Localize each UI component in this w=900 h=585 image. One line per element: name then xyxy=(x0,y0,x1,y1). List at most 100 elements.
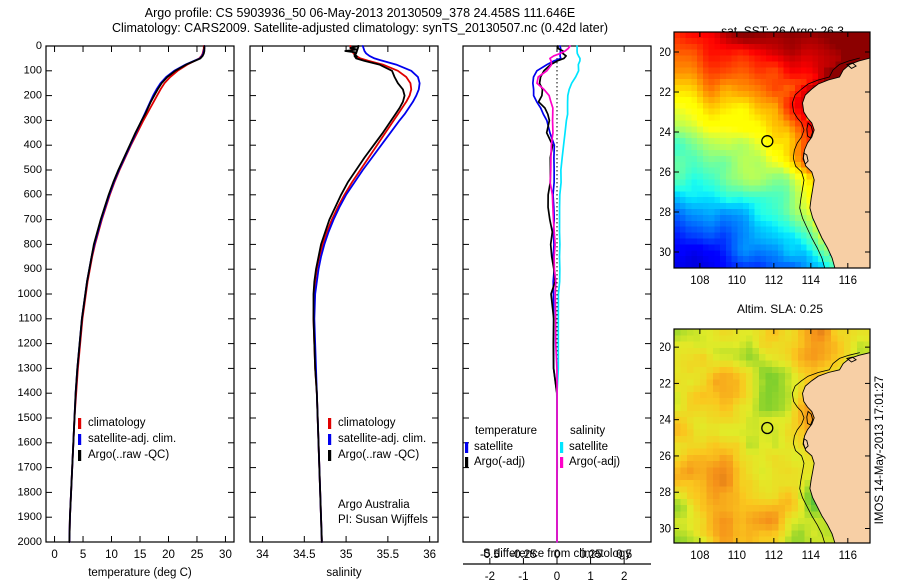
svg-text:salinity: salinity xyxy=(570,425,605,437)
svg-text:1100: 1100 xyxy=(18,313,42,325)
svg-text:116: 116 xyxy=(839,550,857,562)
profile-location-marker-sla xyxy=(761,421,774,435)
svg-text:1: 1 xyxy=(587,571,593,580)
svg-text:1400: 1400 xyxy=(18,387,42,399)
panel-difference: -0.5 -0.25 0 0.25 0.5 -2 -1 0 1 2 temperature sali… xyxy=(455,36,670,583)
svg-text:satellite-adj. clim.: satellite-adj. clim. xyxy=(88,433,176,445)
svg-text:0: 0 xyxy=(51,549,57,561)
svg-text:100: 100 xyxy=(24,65,42,77)
svg-text:900: 900 xyxy=(24,263,42,275)
temperature-legend: climatology satellite-adj. clim. Argo(..ra… xyxy=(78,417,176,461)
svg-text:36: 36 xyxy=(423,549,436,561)
svg-text:1000: 1000 xyxy=(18,288,42,300)
svg-text:0.25: 0.25 xyxy=(579,549,601,561)
svg-text:116: 116 xyxy=(839,275,857,287)
sla-map-frame xyxy=(673,328,871,544)
svg-text:0: 0 xyxy=(554,571,560,580)
svg-text:-20: -20 xyxy=(660,47,671,59)
credit-line-1: Argo Australia xyxy=(338,499,410,511)
svg-text:400: 400 xyxy=(24,139,42,151)
svg-text:0.5: 0.5 xyxy=(616,549,632,561)
difference-curves xyxy=(532,45,581,543)
svg-text:Argo(-adj): Argo(-adj) xyxy=(474,456,525,468)
s-difference-axis-label: S difference from climatology xyxy=(483,548,631,560)
svg-text:5: 5 xyxy=(80,549,86,561)
svg-text:1900: 1900 xyxy=(18,511,42,523)
salinity-axis-ticks: 34 34.5 35 35.5 36 xyxy=(250,45,438,561)
profile-location-marker xyxy=(761,135,774,148)
map-sst: 108 110 112 114 116 -20 -22 -24 -26 -28 -30 xyxy=(654,28,900,298)
temperature-axis-ticks: 0 5 10 15 20 25 30 xyxy=(51,46,232,561)
svg-text:-2: -2 xyxy=(485,571,495,580)
credit-line-2: PI: Susan Wijffels xyxy=(338,514,428,526)
difference-legend: temperature salinity satellite Argo(-adj) sa… xyxy=(465,425,620,468)
svg-text:112: 112 xyxy=(765,275,783,287)
temperature-plot-frame xyxy=(45,45,235,543)
svg-text:20: 20 xyxy=(162,549,175,561)
imos-timestamp: IMOS 14-May-2013 17:01:27 xyxy=(874,376,886,525)
salinity-svg: 34 34.5 35 35.5 36 climatology satellite-adj.… xyxy=(249,45,439,579)
svg-text:-1: -1 xyxy=(518,571,528,580)
salinity-legend: climatology satellite-adj. clim. Argo(..ra… xyxy=(328,417,426,461)
title-line-1: Argo profile: CS 5903936_50 06-May-2013 … xyxy=(144,6,576,20)
svg-text:0: 0 xyxy=(554,549,560,561)
svg-text:1800: 1800 xyxy=(18,486,42,498)
svg-text:1200: 1200 xyxy=(18,338,42,350)
svg-text:15: 15 xyxy=(134,549,147,561)
map-sla: 108 110 112 114 116 -20 -22 -24 -26 -28 -30 xyxy=(654,325,900,580)
salinity-curves xyxy=(312,45,421,543)
plot-title: Argo profile: CS 5903936_50 06-May-2013 … xyxy=(50,6,670,36)
svg-text:-0.5: -0.5 xyxy=(480,549,500,561)
svg-text:200: 200 xyxy=(24,90,42,102)
svg-text:-24: -24 xyxy=(660,415,672,427)
svg-text:-26: -26 xyxy=(660,167,671,179)
svg-text:climatology: climatology xyxy=(338,417,396,429)
svg-text:1600: 1600 xyxy=(18,437,42,449)
svg-text:112: 112 xyxy=(765,550,783,562)
svg-text:2: 2 xyxy=(621,571,627,580)
svg-text:-22: -22 xyxy=(660,87,671,99)
svg-text:1300: 1300 xyxy=(18,362,42,374)
temperature-curves xyxy=(68,45,206,543)
svg-text:satellite: satellite xyxy=(569,441,608,453)
sla-header-line-1: Altim. SLA: 0.25 xyxy=(736,302,824,316)
svg-text:-28: -28 xyxy=(660,487,671,499)
svg-text:1700: 1700 xyxy=(18,462,42,474)
svg-text:800: 800 xyxy=(24,238,42,250)
svg-text:1500: 1500 xyxy=(18,412,42,424)
temperature-svg: 0100200300400500600700800900100011001200… xyxy=(18,40,235,579)
svg-text:0: 0 xyxy=(36,40,42,52)
svg-text:-0.25: -0.25 xyxy=(510,549,536,561)
svg-text:-24: -24 xyxy=(660,127,672,139)
svg-text:500: 500 xyxy=(24,164,42,176)
panel-salinity: 34 34.5 35 35.5 36 climatology satellite-adj.… xyxy=(240,36,455,580)
svg-text:2000: 2000 xyxy=(18,536,42,548)
svg-text:700: 700 xyxy=(24,214,42,226)
svg-text:climatology: climatology xyxy=(88,417,146,429)
svg-text:-30: -30 xyxy=(660,523,671,535)
svg-text:600: 600 xyxy=(24,189,42,201)
svg-text:35: 35 xyxy=(340,549,353,561)
salinity-axis-label: salinity xyxy=(326,567,361,579)
svg-text:110: 110 xyxy=(728,550,746,562)
salinity-plot-frame xyxy=(249,45,439,543)
svg-text:Argo(..raw -QC): Argo(..raw -QC) xyxy=(88,449,169,461)
sla-map-svg: 108 110 112 114 116 -20 -22 -24 -26 -28 -30 xyxy=(654,328,871,562)
svg-text:satellite-adj. clim.: satellite-adj. clim. xyxy=(338,433,426,445)
svg-text:34.5: 34.5 xyxy=(293,549,315,561)
svg-text:satellite: satellite xyxy=(474,441,513,453)
svg-text:110: 110 xyxy=(728,275,746,287)
svg-text:-28: -28 xyxy=(660,207,671,219)
sla-field xyxy=(674,329,870,543)
svg-text:34: 34 xyxy=(256,549,269,561)
svg-text:-20: -20 xyxy=(660,342,671,354)
sst-field xyxy=(674,32,870,268)
svg-text:35.5: 35.5 xyxy=(377,549,399,561)
svg-text:Argo(-adj): Argo(-adj) xyxy=(569,456,620,468)
depth-axis-ticks: 0 100 200 300 400 500 600 700 800 900 1000 1100 1200… xyxy=(18,40,234,548)
svg-text:-22: -22 xyxy=(660,378,671,390)
svg-text:-26: -26 xyxy=(660,451,671,463)
temperature-axis-label: temperature (deg C) xyxy=(88,567,192,579)
svg-text:108: 108 xyxy=(690,550,709,562)
svg-text:-30: -30 xyxy=(660,247,671,259)
